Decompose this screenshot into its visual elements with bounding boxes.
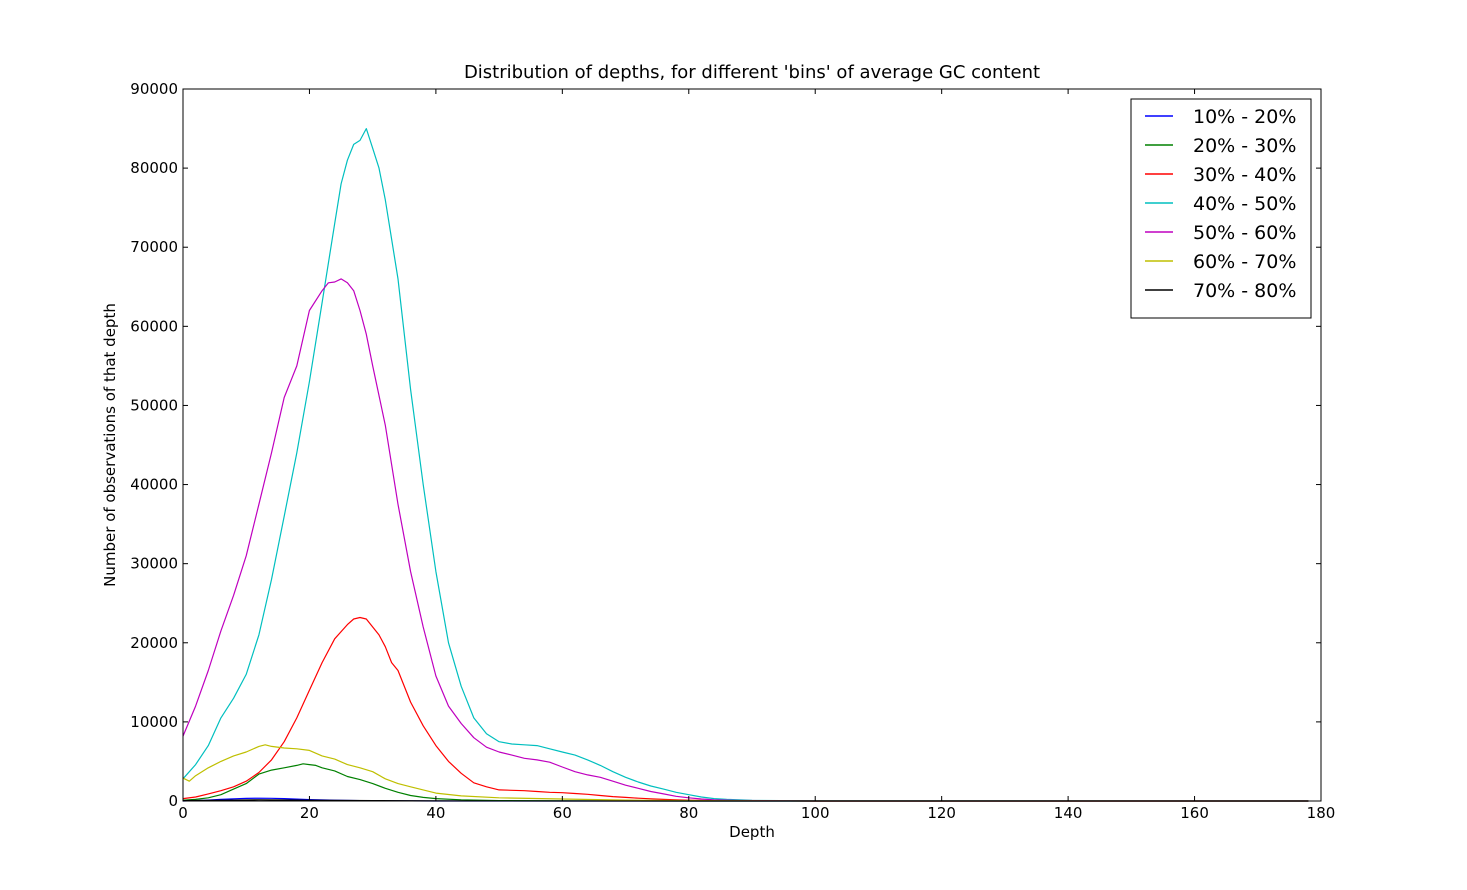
y-tick-label-3: 30000: [130, 555, 178, 573]
series-line-4: [182, 128, 1309, 802]
y-tick-label-9: 90000: [130, 80, 178, 98]
series-line-6: [182, 744, 1309, 802]
legend-label-4: 40% - 50%: [1193, 193, 1296, 215]
legend-label-5: 50% - 60%: [1193, 222, 1296, 244]
y-tick-label-7: 70000: [130, 238, 178, 256]
legend-label-2: 20% - 30%: [1193, 135, 1296, 157]
x-tick-label-2: 40: [426, 804, 445, 822]
legend-label-7: 70% - 80%: [1193, 280, 1296, 302]
series-line-2: [182, 763, 1309, 802]
legend-label-6: 60% - 70%: [1193, 251, 1296, 273]
legend: 10% - 20% 20% - 30% 30% - 40% 40% - 50% 50% …: [1130, 98, 1312, 319]
x-tick-label-6: 120: [927, 804, 956, 822]
y-tick-label-1: 10000: [130, 713, 178, 731]
y-tick-label-5: 50000: [130, 396, 178, 414]
y-tick-label-8: 80000: [130, 159, 178, 177]
y-axis-label: Number of observations of that depth: [101, 303, 119, 587]
legend-label-3: 30% - 40%: [1193, 164, 1296, 186]
y-tick-label-6: 60000: [130, 317, 178, 335]
x-tick-label-7: 140: [1054, 804, 1083, 822]
y-tick-label-2: 20000: [130, 634, 178, 652]
y-tick-label-4: 40000: [130, 476, 178, 494]
chart-title: Distribution of depths, for different 'b…: [464, 62, 1040, 83]
x-tick-label-8: 160: [1180, 804, 1209, 822]
x-tick-label-9: 180: [1307, 804, 1336, 822]
y-tick-label-0: 0: [168, 792, 178, 810]
x-tick-label-0: 0: [178, 804, 188, 822]
plot-frame: [182, 88, 1322, 802]
legend-label-1: 10% - 20%: [1193, 106, 1296, 128]
x-tick-label-4: 80: [679, 804, 698, 822]
x-tick-label-5: 100: [801, 804, 830, 822]
ticks-layer: 0 20 40 60 80 100 120 140 160 180 0 10000 20000 30000…: [130, 80, 1335, 822]
series-line-3: [182, 616, 1309, 802]
legend-box: [1130, 98, 1312, 319]
x-tick-label-3: 60: [553, 804, 572, 822]
series-line-5: [182, 278, 1309, 802]
x-axis-label: Depth: [729, 823, 775, 841]
x-tick-label-1: 20: [300, 804, 319, 822]
